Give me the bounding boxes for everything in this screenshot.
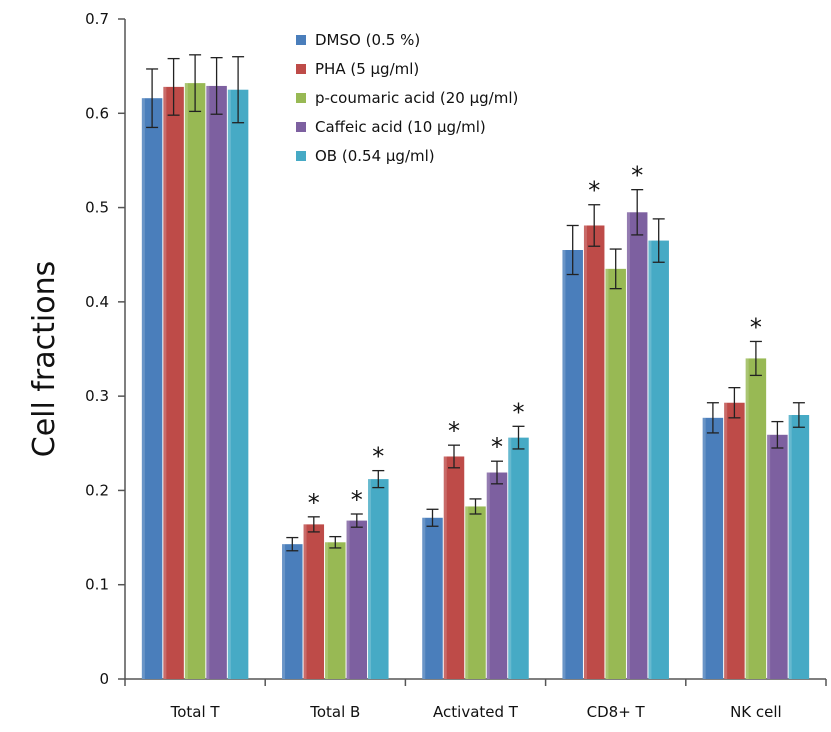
bar [745, 358, 767, 679]
y-tick-label: 0.7 [85, 10, 109, 28]
bar [508, 437, 529, 679]
bar-highlight [465, 506, 469, 679]
y-tick-label: 0.2 [85, 481, 109, 499]
significance-marker: * [448, 417, 460, 445]
bar [486, 472, 508, 679]
x-category-label: Total B [309, 703, 360, 721]
legend-label: DMSO (0.5 %) [315, 31, 420, 49]
significance-marker: * [491, 433, 503, 461]
bar-highlight [303, 524, 307, 679]
legend-swatch [296, 151, 306, 161]
bar-highlight [163, 86, 167, 679]
significance-marker: * [588, 177, 600, 205]
bar-highlight [141, 98, 145, 679]
bar [282, 544, 303, 679]
significance-marker: * [513, 398, 525, 426]
bar [626, 212, 648, 680]
bar [346, 520, 368, 679]
bar [184, 83, 206, 680]
bar-highlight [443, 456, 447, 679]
y-tick-label: 0.4 [85, 293, 109, 311]
bar-highlight [767, 434, 771, 679]
bar [702, 417, 724, 679]
bar-highlight [368, 479, 372, 679]
bar-highlight [346, 520, 350, 679]
legend-swatch [296, 64, 306, 74]
bar [465, 506, 486, 679]
bar-highlight [422, 517, 426, 679]
bar [141, 98, 163, 679]
significance-marker: * [308, 489, 320, 517]
bar [583, 225, 605, 679]
bar-highlight [702, 417, 706, 679]
y-axis-label: Cell fractions [27, 261, 62, 457]
significance-marker: * [351, 486, 363, 514]
bar [227, 89, 249, 679]
x-category-label: CD8+ T [587, 703, 646, 721]
bar [788, 415, 810, 679]
bar [163, 86, 184, 679]
bar-highlight [626, 212, 630, 680]
bar [767, 434, 788, 679]
bar [724, 402, 745, 679]
bar-highlight [562, 250, 566, 679]
bar [206, 85, 227, 679]
bar-highlight [325, 542, 329, 679]
y-tick-label: 0 [99, 670, 109, 688]
bar [303, 524, 325, 679]
legend-swatch [296, 93, 306, 103]
bar-highlight [184, 83, 188, 680]
x-category-label: Activated T [433, 703, 519, 721]
bar [325, 542, 346, 679]
bar [422, 517, 443, 679]
bar-highlight [724, 402, 728, 679]
bar-highlight [648, 240, 652, 680]
y-tick-label: 0.5 [85, 199, 109, 217]
bar-highlight [605, 268, 609, 679]
y-tick-label: 0.6 [85, 104, 109, 122]
legend-label: Caffeic acid (10 μg/ml) [315, 118, 486, 136]
legend-label: p-coumaric acid (20 μg/ml) [315, 89, 518, 107]
y-tick-label: 0.3 [85, 387, 109, 405]
bar-highlight [745, 358, 749, 679]
legend-swatch [296, 122, 306, 132]
significance-marker: * [372, 443, 384, 471]
bar-highlight [227, 89, 231, 679]
bar-highlight [583, 225, 587, 679]
significance-marker: * [631, 162, 643, 190]
legend-label: PHA (5 μg/ml) [315, 60, 419, 78]
bar [648, 240, 669, 680]
bar [443, 456, 465, 679]
bar-highlight [508, 437, 512, 679]
x-category-label: NK cell [730, 703, 782, 721]
bar [368, 479, 389, 679]
bar-highlight [282, 544, 286, 679]
bar-highlight [206, 85, 210, 679]
y-tick-label: 0.1 [85, 576, 109, 594]
bar-highlight [486, 472, 490, 679]
bar-highlight [788, 415, 792, 679]
significance-marker: * [750, 313, 762, 341]
x-category-label: Total T [170, 703, 221, 721]
bar [562, 250, 583, 679]
legend-swatch [296, 35, 306, 45]
legend-label: OB (0.54 μg/ml) [315, 147, 435, 165]
bar [605, 268, 626, 679]
